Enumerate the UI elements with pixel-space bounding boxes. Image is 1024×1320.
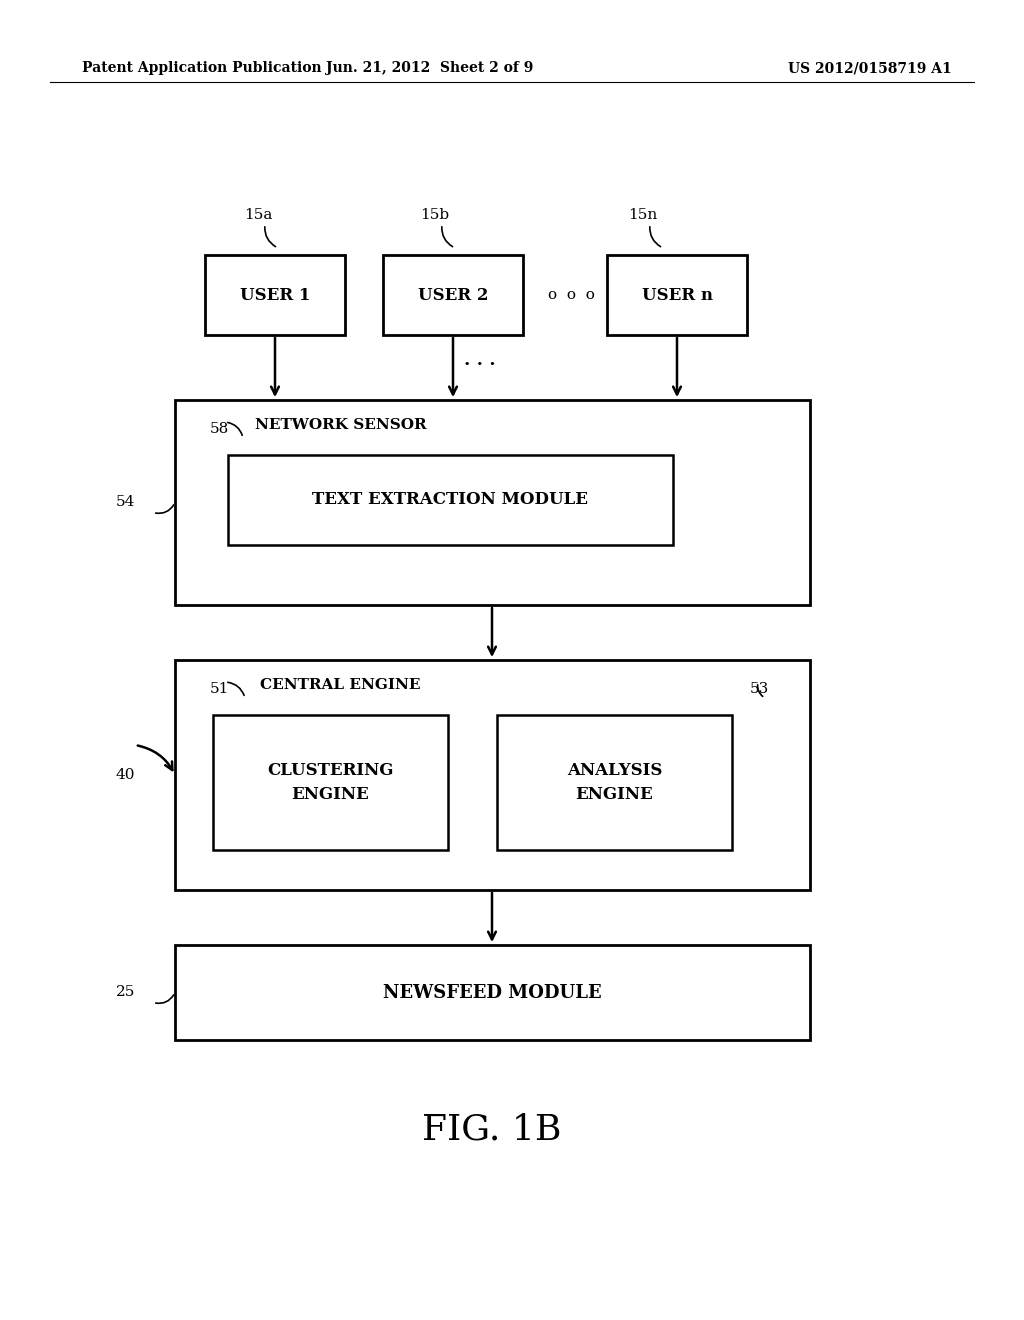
Bar bbox=[607, 255, 746, 335]
Text: . . .: . . . bbox=[464, 351, 496, 370]
Text: 15n: 15n bbox=[629, 209, 657, 222]
Text: TEXT EXTRACTION MODULE: TEXT EXTRACTION MODULE bbox=[312, 491, 589, 508]
Text: 15a: 15a bbox=[244, 209, 272, 222]
Text: ANALYSIS
ENGINE: ANALYSIS ENGINE bbox=[567, 762, 663, 804]
Text: 53: 53 bbox=[750, 682, 769, 696]
Bar bbox=[175, 660, 810, 890]
Text: CENTRAL ENGINE: CENTRAL ENGINE bbox=[260, 678, 421, 692]
Text: o  o  o: o o o bbox=[548, 288, 595, 302]
Text: US 2012/0158719 A1: US 2012/0158719 A1 bbox=[788, 61, 952, 75]
Text: NEWSFEED MODULE: NEWSFEED MODULE bbox=[383, 983, 602, 1002]
Bar bbox=[383, 255, 523, 335]
Text: USER n: USER n bbox=[641, 286, 713, 304]
Text: 25: 25 bbox=[116, 986, 135, 999]
Text: 51: 51 bbox=[210, 682, 229, 696]
Text: Jun. 21, 2012  Sheet 2 of 9: Jun. 21, 2012 Sheet 2 of 9 bbox=[327, 61, 534, 75]
Text: USER 1: USER 1 bbox=[240, 286, 310, 304]
Bar bbox=[175, 945, 810, 1040]
Text: USER 2: USER 2 bbox=[418, 286, 488, 304]
Text: FIG. 1B: FIG. 1B bbox=[422, 1113, 562, 1147]
Text: CLUSTERING
ENGINE: CLUSTERING ENGINE bbox=[267, 762, 394, 804]
Bar bbox=[228, 455, 673, 545]
Bar bbox=[205, 255, 345, 335]
Text: 54: 54 bbox=[116, 495, 135, 510]
Text: 58: 58 bbox=[210, 422, 229, 436]
Text: NETWORK SENSOR: NETWORK SENSOR bbox=[255, 418, 427, 432]
Text: 15b: 15b bbox=[421, 209, 450, 222]
Bar bbox=[497, 715, 732, 850]
Text: Patent Application Publication: Patent Application Publication bbox=[82, 61, 322, 75]
Bar bbox=[175, 400, 810, 605]
Bar bbox=[213, 715, 449, 850]
Text: 40: 40 bbox=[116, 768, 135, 781]
